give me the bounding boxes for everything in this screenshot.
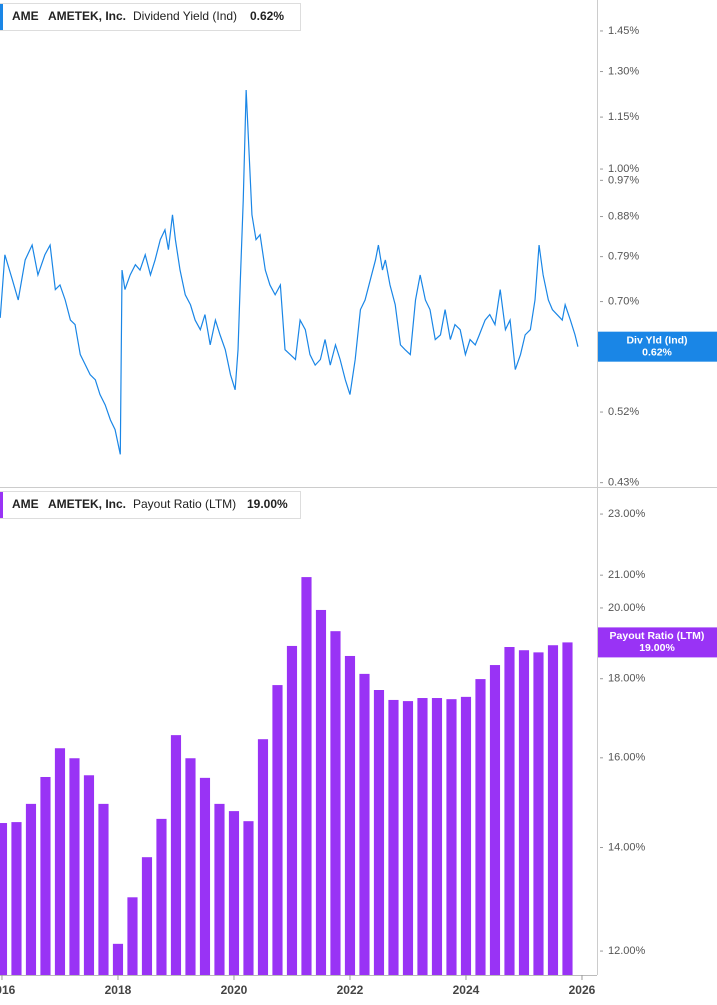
y-tick-label: 1.00% (608, 163, 639, 175)
legend-ticker: AME (12, 9, 39, 23)
bar (0, 823, 8, 975)
legend-series: Dividend Yield (Ind) (133, 9, 237, 23)
legend-company: AMETEK, Inc. (48, 497, 126, 511)
y-tick-label: 1.30% (608, 65, 639, 77)
bar (388, 699, 399, 975)
x-tick-label: 2026 (569, 983, 596, 997)
y-tick-label: 14.00% (608, 841, 646, 853)
bar (373, 690, 385, 975)
value-tag (598, 331, 717, 362)
legend-marker (0, 492, 3, 518)
bar (185, 758, 196, 975)
y-tick-label: 21.00% (608, 569, 646, 581)
y-tick-label: 20.00% (608, 602, 646, 614)
bar (286, 645, 298, 975)
legend-value: 0.62% (250, 9, 284, 23)
bar (315, 609, 327, 975)
bar (127, 897, 138, 975)
x-tick-label: 2022 (337, 983, 364, 997)
line (0, 89, 579, 455)
bar (489, 665, 501, 975)
bar (228, 811, 240, 975)
legend-series: Payout Ratio (LTM) (133, 497, 236, 511)
y-tick-label: 0.97% (608, 174, 639, 186)
x-tick-label: 2016 (0, 983, 16, 997)
bar (243, 821, 254, 975)
bar (98, 803, 109, 975)
bar (562, 642, 573, 975)
bar (475, 679, 486, 975)
y-tick-label: 0.52% (608, 406, 639, 418)
y-tick-label: 0.79% (608, 251, 639, 263)
legend-ticker: AME (12, 497, 39, 511)
bar (156, 818, 167, 975)
x-tick-label: 2018 (105, 983, 132, 997)
y-tick-label: 0.88% (608, 210, 639, 222)
bar (344, 655, 356, 975)
bar (301, 577, 312, 975)
legend-company: AMETEK, Inc. (48, 9, 126, 23)
bar (460, 696, 472, 975)
value-tag (598, 627, 717, 658)
bar (402, 701, 414, 975)
bar (11, 822, 22, 975)
bar (518, 650, 530, 975)
value-tag-value: 0.62% (642, 346, 672, 358)
bar (141, 857, 153, 975)
legend-box (0, 3, 301, 31)
bar (272, 685, 283, 975)
y-tick-label: 16.00% (608, 752, 646, 764)
y-tick-label: 18.00% (608, 673, 646, 685)
legend-marker (0, 4, 3, 30)
bar (330, 631, 341, 975)
y-tick-label: 1.15% (608, 111, 639, 123)
x-tick-label: 2020 (221, 983, 248, 997)
bar (504, 647, 515, 975)
legend-box (0, 491, 301, 519)
value-tag-name: Div Yld (Ind) (626, 334, 687, 346)
bar (417, 698, 428, 975)
bar (446, 699, 457, 975)
bar (547, 645, 559, 975)
y-tick-label: 1.45% (608, 25, 639, 37)
bar (431, 698, 443, 975)
bar (25, 803, 37, 975)
bar (112, 943, 124, 975)
value-tag-value: 19.00% (639, 642, 675, 654)
bar (533, 652, 544, 975)
y-tick-label: 0.70% (608, 295, 639, 307)
bar (69, 758, 80, 975)
x-tick-label: 2024 (453, 983, 480, 997)
bar (40, 776, 51, 975)
bar (257, 739, 269, 975)
bar (199, 777, 211, 975)
bar (359, 673, 370, 975)
y-tick-label: 12.00% (608, 945, 646, 957)
bar (214, 803, 225, 975)
value-tag-name: Payout Ratio (LTM) (610, 630, 705, 642)
y-tick-label: 0.43% (608, 477, 639, 489)
bar (54, 748, 66, 975)
bar (83, 775, 95, 975)
bar (170, 735, 182, 975)
legend-value: 19.00% (247, 497, 288, 511)
y-tick-label: 23.00% (608, 508, 646, 520)
